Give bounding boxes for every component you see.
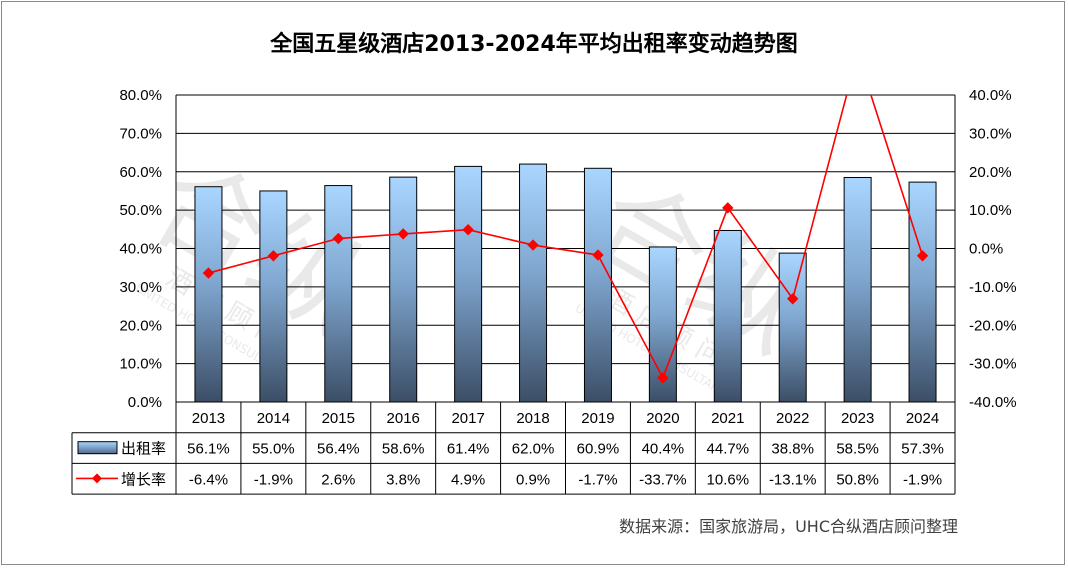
- occupancy-value-label: 62.0%: [512, 441, 555, 458]
- bar: [454, 165, 483, 403]
- line-marker: [397, 228, 409, 240]
- y-left-tick-label: 80.0%: [119, 87, 162, 104]
- growth-value-label: -1.9%: [254, 471, 293, 488]
- occupancy-value-label: 56.1%: [187, 441, 230, 458]
- bar: [908, 181, 937, 403]
- bar: [778, 252, 807, 403]
- occupancy-value-label: 57.3%: [901, 441, 944, 458]
- occupancy-value-label: 38.8%: [771, 441, 814, 458]
- line-marker: [462, 223, 474, 236]
- source-note: 数据来源：国家旅游局，UHC合纵酒店顾问整理: [619, 517, 958, 536]
- growth-line: [208, 95, 924, 380]
- category-label: 2020: [646, 410, 679, 427]
- occupancy-value-label: 40.4%: [642, 441, 685, 458]
- legend-growth-label: 增长率: [121, 470, 166, 488]
- y-right-tick-label: 0.0%: [969, 241, 1003, 258]
- line-marker: [916, 250, 929, 262]
- bar: [843, 177, 872, 403]
- line-marker: [722, 202, 734, 214]
- bar: [324, 185, 353, 403]
- bar: [194, 186, 223, 403]
- category-label: 2022: [776, 410, 809, 427]
- bar: [519, 163, 548, 403]
- bar: [583, 167, 612, 403]
- y-right-tick-label: 10.0%: [969, 202, 1012, 219]
- data-table: 2013 2014 2015 2016 2017 2018 2019 2020 2021 2022…: [71, 401, 956, 495]
- bar: [713, 229, 742, 403]
- occupancy-value-label: 58.5%: [836, 441, 879, 458]
- occupancy-value-label: 61.4%: [447, 441, 490, 458]
- line-marker: [592, 249, 604, 261]
- growth-value-label: -1.9%: [903, 471, 942, 488]
- line-marker: [332, 232, 344, 245]
- y-left-tick-label: 20.0%: [119, 317, 162, 334]
- category-label: 2018: [516, 410, 549, 427]
- line-marker: [657, 372, 669, 384]
- legend-bar-swatch: [77, 441, 118, 455]
- bar: [389, 176, 418, 403]
- y-left-tick-label: 10.0%: [119, 356, 162, 373]
- occupancy-value-label: 56.4%: [317, 441, 360, 458]
- growth-value-label: -6.4%: [189, 471, 228, 488]
- occupancy-value-label: 58.6%: [382, 441, 425, 458]
- category-label: 2016: [387, 410, 420, 427]
- y-left-tick-label: 60.0%: [119, 164, 162, 181]
- y-right-tick-label: -20.0%: [969, 317, 1017, 334]
- grid-lines: [175, 94, 956, 403]
- growth-value-label: -13.1%: [769, 471, 817, 488]
- y-axis-left: 80.0% 70.0% 60.0% 50.0% 40.0% 30.0% 20.0% 10.0%…: [119, 87, 162, 411]
- growth-value-label: 0.9%: [516, 471, 550, 488]
- y-right-tick-label: 20.0%: [969, 164, 1012, 181]
- category-label: 2015: [322, 410, 355, 427]
- category-label: 2013: [192, 410, 225, 427]
- category-label: 2023: [841, 410, 874, 427]
- y-left-tick-label: 50.0%: [119, 202, 162, 219]
- y-right-tick-label: 30.0%: [969, 125, 1012, 142]
- y-right-tick-label: -30.0%: [969, 356, 1017, 373]
- occupancy-value-label: 44.7%: [707, 441, 750, 458]
- growth-value-label: -33.7%: [639, 471, 687, 488]
- y-left-tick-label: 30.0%: [119, 279, 162, 296]
- y-right-tick-label: 40.0%: [969, 87, 1012, 104]
- y-left-tick-label: 0.0%: [128, 394, 162, 411]
- growth-value-label: 4.9%: [451, 471, 485, 488]
- legend-occupancy-label: 出租率: [121, 440, 166, 458]
- growth-value-label: -1.7%: [578, 471, 617, 488]
- category-label: 2019: [581, 410, 614, 427]
- y-left-tick-label: 40.0%: [119, 241, 162, 258]
- line-marker: [267, 250, 280, 262]
- category-label: 2014: [257, 410, 290, 427]
- legend-line-marker: [92, 473, 102, 484]
- chart-title: 全国五星级酒店2013-2024年平均出租率变动趋势图: [269, 31, 798, 57]
- growth-value-label: 2.6%: [321, 471, 355, 488]
- y-axis-right: 40.0% 30.0% 20.0% 10.0% 0.0% -10.0% -20.0% -30.…: [969, 87, 1017, 411]
- y-left-tick-label: 70.0%: [119, 125, 162, 142]
- category-label: 2024: [906, 410, 939, 427]
- line-series: [208, 95, 924, 380]
- y-right-tick-label: -40.0%: [969, 394, 1017, 411]
- line-marker: [202, 267, 215, 279]
- occupancy-value-label: 60.9%: [577, 441, 620, 458]
- category-label: 2021: [711, 410, 744, 427]
- growth-value-label: 3.8%: [386, 471, 420, 488]
- bar: [259, 190, 288, 403]
- line-marker: [787, 293, 799, 305]
- growth-value-label: 50.8%: [836, 471, 879, 488]
- occupancy-value-label: 55.0%: [252, 441, 295, 458]
- line-markers: [202, 202, 929, 384]
- growth-value-label: 10.6%: [707, 471, 750, 488]
- y-right-tick-label: -10.0%: [969, 279, 1017, 296]
- line-marker: [527, 239, 539, 251]
- category-label: 2017: [451, 410, 484, 427]
